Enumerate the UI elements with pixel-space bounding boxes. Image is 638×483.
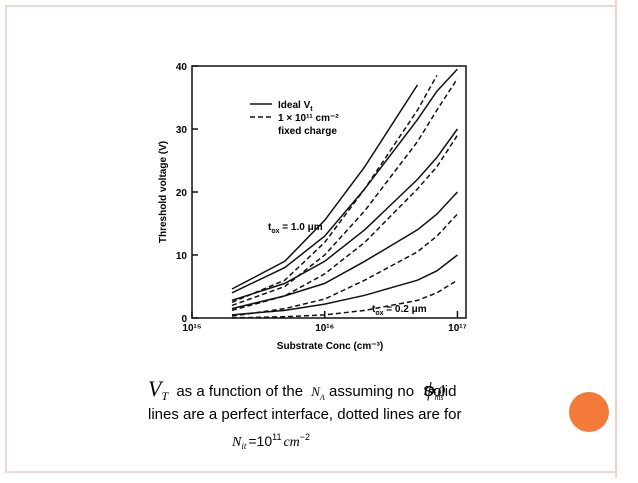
x-tick-label: 10¹⁷ bbox=[448, 323, 467, 334]
legend-text: Ideal V bbox=[278, 100, 311, 111]
caption-eq: =0 bbox=[427, 384, 445, 400]
curve bbox=[231, 254, 458, 316]
y-tick-label: 10 bbox=[176, 251, 188, 262]
y-tick-label: 40 bbox=[176, 62, 188, 73]
formula-exp: 11 bbox=[272, 432, 281, 442]
legend-text: 1 × 10¹¹ cm⁻² bbox=[278, 113, 339, 124]
x-tick-label: 10¹⁵ bbox=[182, 323, 201, 334]
y-axis-label: Threshold voltage (V) bbox=[158, 141, 169, 243]
y-tick-label: 0 bbox=[181, 314, 187, 325]
legend-label: 1 × 10¹¹ cm⁻² bbox=[278, 113, 339, 124]
y-tick-label: 20 bbox=[176, 188, 188, 199]
formula-eq: =10 bbox=[248, 433, 272, 449]
annotation-text: t bbox=[268, 222, 272, 233]
annotation-sub: ox bbox=[271, 228, 279, 235]
curve bbox=[231, 213, 458, 317]
curve bbox=[231, 191, 458, 310]
caption-text: assuming no bbox=[329, 383, 414, 400]
curve bbox=[231, 84, 419, 290]
legend-label: Ideal Vt bbox=[278, 100, 313, 113]
legend-sub: t bbox=[310, 106, 313, 113]
annotation: tox = 1.0 μm bbox=[268, 222, 323, 235]
annotation-rest: = 0.2 μm bbox=[384, 304, 427, 315]
curve bbox=[231, 279, 458, 319]
accent-dot bbox=[569, 392, 609, 432]
formula-sub: it bbox=[241, 441, 247, 451]
caption-var-sub: T bbox=[161, 389, 169, 403]
caption-var: V bbox=[148, 376, 164, 401]
curve bbox=[231, 128, 459, 302]
formula-var: N bbox=[231, 435, 242, 450]
annotation: tox = 0.2 μm bbox=[372, 304, 427, 317]
caption-var-sub: A bbox=[319, 393, 325, 402]
caption-line1: VT as a function of the NA assuming no ϕ… bbox=[148, 376, 456, 404]
curve bbox=[231, 75, 438, 303]
formula-unit: cm bbox=[283, 435, 299, 450]
formula-exp: −2 bbox=[300, 432, 310, 442]
annotation-text: t bbox=[372, 304, 376, 315]
x-tick-label: 10¹⁶ bbox=[315, 323, 334, 334]
caption-line2: lines are a perfect interface, dotted li… bbox=[148, 406, 462, 423]
caption-var: ϕ bbox=[424, 379, 434, 401]
slide-frame bbox=[5, 5, 617, 473]
y-tick-label: 30 bbox=[176, 125, 188, 136]
caption-var-sub: ms bbox=[435, 393, 444, 402]
caption-formula: Nit =1011 cm−2 bbox=[231, 432, 310, 451]
caption-text: as a function of the bbox=[176, 383, 303, 400]
curve bbox=[231, 78, 459, 307]
caption-var: N bbox=[310, 384, 321, 399]
caption-text: Solid bbox=[423, 383, 456, 400]
x-axis-label: Substrate Conc (cm⁻³) bbox=[277, 341, 383, 352]
annotation-sub: ox bbox=[375, 310, 383, 317]
annotation-rest: = 1.0 μm bbox=[280, 222, 323, 233]
legend-label: fixed charge bbox=[278, 126, 337, 137]
curve bbox=[231, 134, 459, 312]
